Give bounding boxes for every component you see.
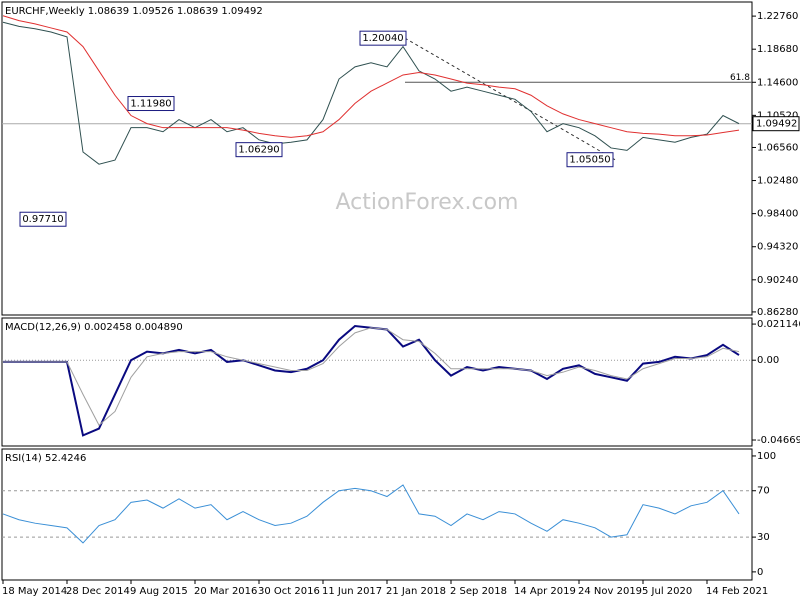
y-tick-label: 0.90240 — [757, 275, 798, 286]
x-tick-label: 11 Jun 2017 — [322, 586, 382, 597]
annotation-box — [235, 142, 283, 158]
series-line — [2, 484, 740, 544]
y-tick-label: 1.22760 — [757, 11, 798, 22]
fib-label: 61.8 — [730, 73, 750, 83]
y-tick-label: 0.00 — [757, 355, 779, 366]
panel-frame — [1, 317, 753, 447]
annotation-label: 1.20040 — [362, 33, 403, 44]
y-tick-label: 1.02480 — [757, 176, 798, 187]
annotation-box — [566, 152, 614, 168]
last-price-box — [752, 116, 800, 132]
y-tick-label: 1.06560 — [757, 142, 798, 153]
watermark: ActionForex.com — [336, 190, 519, 215]
x-tick-label: 28 Dec 2014 — [66, 586, 130, 597]
trend-line — [404, 37, 616, 161]
y-tick-label: 0.021146 — [757, 319, 800, 330]
panel-frame — [1, 448, 753, 581]
x-tick-label: 21 Jan 2018 — [386, 586, 446, 597]
y-tick-label: 1.18680 — [757, 44, 798, 55]
x-tick-label: 9 Aug 2015 — [130, 586, 188, 597]
series-line — [3, 327, 740, 426]
x-tick-label: 2 Sep 2018 — [450, 586, 507, 597]
y-tick-label: 30 — [757, 532, 770, 543]
y-tick-label: 0.94320 — [757, 242, 798, 253]
panel-title: RSI(14) 52.4246 — [5, 453, 86, 464]
x-tick-label: 5 Jul 2020 — [642, 586, 692, 597]
x-tick-label: 24 Nov 2019 — [578, 586, 642, 597]
y-tick-label: 0.86280 — [757, 307, 798, 318]
x-tick-label: 14 Feb 2021 — [706, 586, 768, 597]
y-tick-label: 100 — [757, 451, 776, 462]
annotation-label: 1.05050 — [569, 155, 610, 166]
annotation-box — [19, 211, 67, 227]
series-line — [2, 21, 740, 165]
annotation-box — [127, 96, 175, 112]
annotation-label: 0.97710 — [22, 214, 63, 225]
x-tick-label: 30 Oct 2016 — [258, 586, 320, 597]
y-tick-label: 0 — [757, 567, 763, 578]
y-tick-label: 1.10520 — [757, 110, 798, 121]
series-line — [2, 15, 740, 138]
panel-title: MACD(12,26,9) 0.002458 0.004890 — [5, 322, 183, 333]
panel-title: EURCHF,Weekly 1.08639 1.09526 1.08639 1.… — [5, 6, 263, 17]
annotation-label: 1.06290 — [238, 145, 279, 156]
annotation-box — [359, 30, 407, 46]
x-tick-label: 20 Mar 2016 — [194, 586, 257, 597]
x-tick-label: 18 May 2014 — [2, 586, 67, 597]
panel-frame — [1, 1, 753, 316]
y-tick-label: 70 — [757, 486, 770, 497]
y-tick-label: 1.14600 — [757, 77, 798, 88]
y-tick-label: 0.98400 — [757, 209, 798, 220]
y-tick-label: -0.046699 — [757, 435, 800, 446]
annotation-label: 1.11980 — [130, 99, 171, 110]
last-price-label: 1.09492 — [756, 119, 797, 130]
x-tick-label: 14 Apr 2019 — [514, 586, 576, 597]
